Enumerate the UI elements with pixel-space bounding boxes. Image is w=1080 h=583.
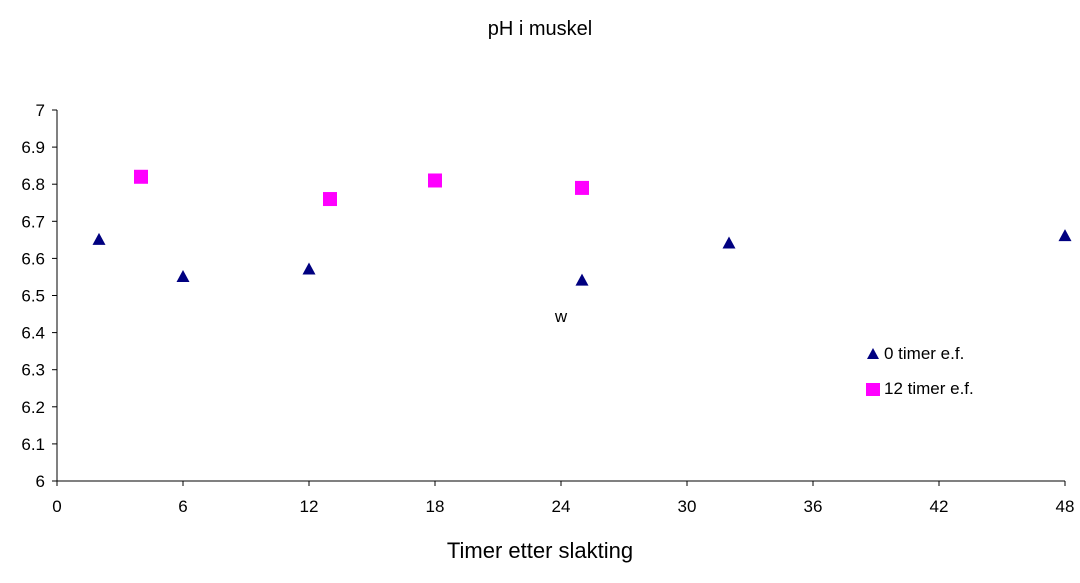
x-axis-label: Timer etter slakting: [446, 538, 634, 563]
axes: [52, 109, 1066, 486]
legend-item-0: 0 timer e.f.: [866, 343, 974, 365]
square-point: [428, 173, 442, 188]
x-tick-label: 24: [552, 497, 571, 516]
square-point: [134, 169, 148, 184]
annotation-label: w: [554, 307, 568, 326]
y-tick-label: 6: [36, 472, 45, 491]
y-tick-label: 6.4: [21, 324, 45, 343]
legend: 0 timer e.f. 12 timer e.f.: [866, 343, 974, 413]
x-tick-label: 12: [300, 497, 319, 516]
triangle-point: [575, 273, 589, 286]
y-tick-label: 7: [36, 101, 45, 120]
y-tick-label: 6.9: [21, 138, 45, 157]
square-marker-icon: [866, 382, 880, 396]
x-tick-label: 0: [52, 497, 61, 516]
square-point: [575, 180, 589, 195]
triangle-point: [92, 232, 106, 245]
x-tick-label: 42: [930, 497, 949, 516]
y-tick-label: 6.3: [21, 361, 45, 380]
tick-labels: 66.16.26.36.46.56.66.76.86.970 6 12 18 24 30 3…: [21, 101, 1074, 516]
x-tick-label: 30: [678, 497, 697, 516]
triangle-point: [302, 262, 316, 275]
y-tick-label: 6.6: [21, 249, 45, 268]
triangle-point: [1058, 229, 1072, 242]
y-tick-label: 6.7: [21, 212, 45, 231]
data-points: [92, 169, 1072, 286]
x-tick-label: 6: [178, 497, 187, 516]
x-tick-label: 48: [1056, 497, 1075, 516]
x-tick-label: 18: [426, 497, 445, 516]
legend-item-1: 12 timer e.f.: [866, 378, 974, 400]
triangle-point: [722, 236, 736, 249]
x-tick-label: 36: [804, 497, 823, 516]
chart-title: pH i muskel: [487, 18, 593, 40]
square-point: [323, 192, 337, 207]
legend-label: 0 timer e.f.: [884, 344, 965, 363]
y-tick-label: 6.8: [21, 175, 45, 194]
triangle-point: [176, 269, 190, 282]
triangle-marker-icon: [866, 347, 880, 361]
y-tick-label: 6.1: [21, 435, 45, 454]
annotations: w: [554, 307, 568, 326]
legend-label: 12 timer e.f.: [884, 379, 974, 398]
y-tick-label: 6.5: [21, 287, 45, 306]
y-tick-label: 6.2: [21, 398, 45, 417]
